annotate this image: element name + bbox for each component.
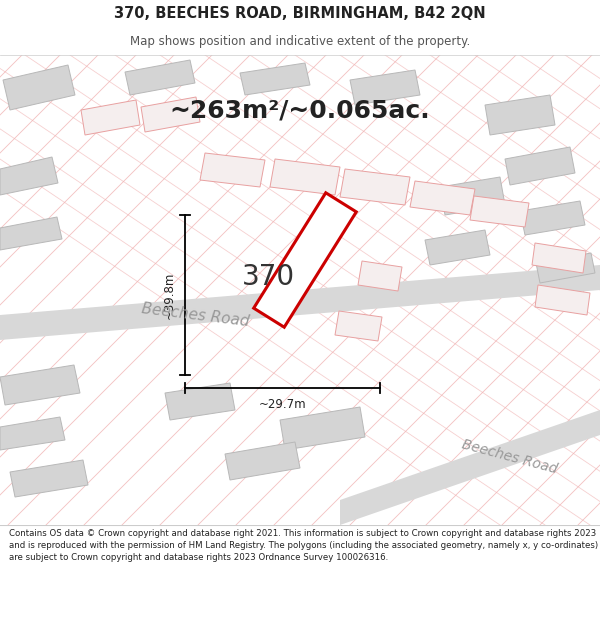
- Polygon shape: [254, 192, 356, 328]
- Polygon shape: [280, 407, 365, 450]
- Polygon shape: [470, 196, 529, 227]
- Polygon shape: [0, 365, 80, 405]
- Polygon shape: [10, 460, 88, 497]
- Polygon shape: [81, 100, 140, 135]
- Polygon shape: [335, 311, 382, 341]
- Polygon shape: [200, 153, 265, 187]
- Polygon shape: [358, 261, 402, 291]
- Text: Map shows position and indicative extent of the property.: Map shows position and indicative extent…: [130, 35, 470, 48]
- Text: ~29.7m: ~29.7m: [259, 398, 307, 411]
- Text: 370, BEECHES ROAD, BIRMINGHAM, B42 2QN: 370, BEECHES ROAD, BIRMINGHAM, B42 2QN: [114, 6, 486, 21]
- Polygon shape: [340, 169, 410, 205]
- Polygon shape: [141, 97, 200, 132]
- Text: ~263m²/~0.065ac.: ~263m²/~0.065ac.: [170, 98, 430, 122]
- Polygon shape: [410, 181, 475, 215]
- Polygon shape: [425, 230, 490, 265]
- Polygon shape: [440, 177, 505, 215]
- Polygon shape: [225, 442, 300, 480]
- Polygon shape: [340, 410, 600, 525]
- Polygon shape: [165, 383, 235, 420]
- Text: Contains OS data © Crown copyright and database right 2021. This information is : Contains OS data © Crown copyright and d…: [9, 529, 598, 562]
- Polygon shape: [0, 417, 65, 450]
- Polygon shape: [350, 70, 420, 105]
- Polygon shape: [485, 95, 555, 135]
- Polygon shape: [240, 63, 310, 95]
- Polygon shape: [125, 60, 195, 95]
- Polygon shape: [0, 217, 62, 250]
- Polygon shape: [3, 65, 75, 110]
- Polygon shape: [270, 159, 340, 195]
- Polygon shape: [0, 157, 58, 195]
- Polygon shape: [536, 253, 595, 283]
- Text: 370: 370: [241, 263, 295, 291]
- Polygon shape: [505, 147, 575, 185]
- Polygon shape: [520, 201, 585, 235]
- Text: ~39.8m: ~39.8m: [163, 271, 176, 319]
- Polygon shape: [532, 243, 586, 273]
- Polygon shape: [0, 265, 600, 340]
- Text: Beeches Road: Beeches Road: [140, 301, 250, 329]
- Polygon shape: [535, 285, 590, 315]
- Text: Beeches Road: Beeches Road: [461, 438, 559, 476]
